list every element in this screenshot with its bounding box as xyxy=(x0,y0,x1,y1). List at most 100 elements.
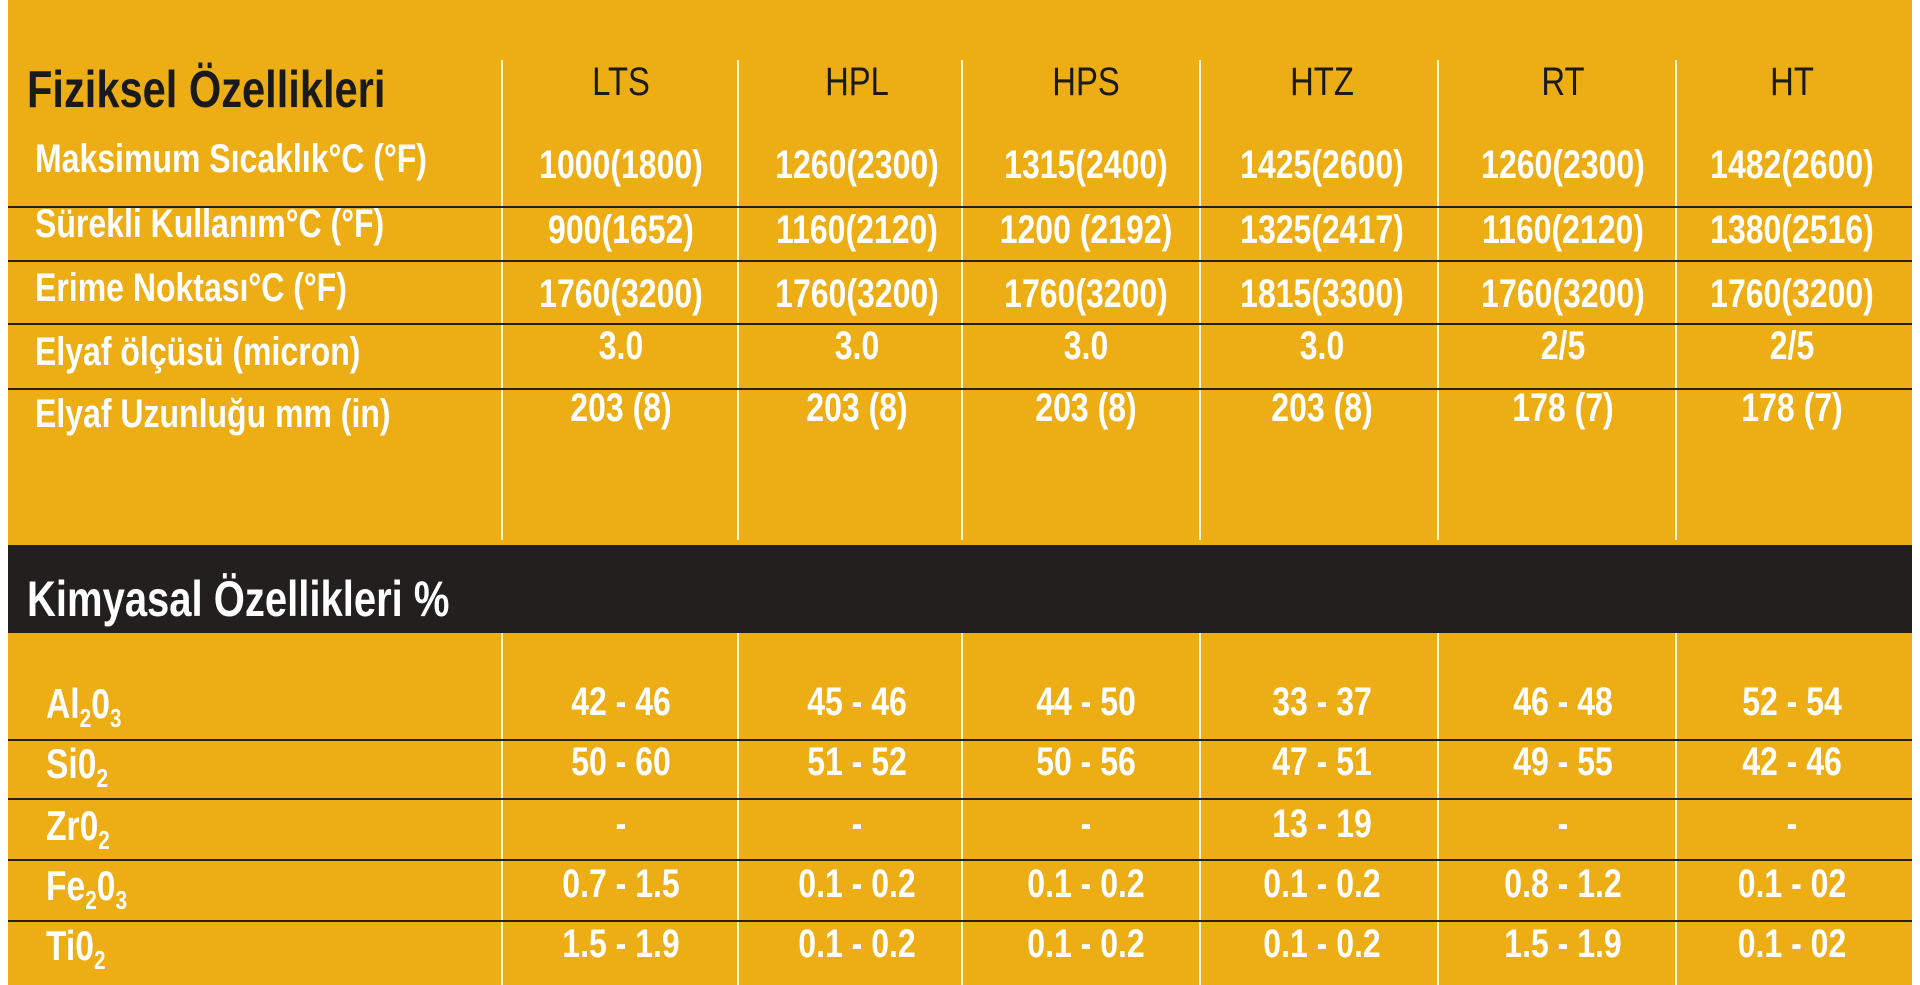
table-cell: 203 (8) xyxy=(1271,386,1373,430)
row-label: Erime Noktası°C (°F) xyxy=(35,266,347,310)
column-divider xyxy=(737,633,739,985)
table-cell: 1.5 - 1.9 xyxy=(562,922,680,966)
table-cell: 1200 (2192) xyxy=(999,208,1173,252)
column-divider xyxy=(1437,60,1439,540)
table-cell: 0.7 - 1.5 xyxy=(562,862,680,906)
formula-element: 0 xyxy=(91,680,110,727)
table-cell: 1760(3200) xyxy=(775,272,939,316)
formula-element: 0 xyxy=(96,862,116,909)
formula-subscript: 3 xyxy=(109,703,122,734)
table-cell: 1160(2120) xyxy=(776,208,938,252)
table-cell: 0.1 - 02 xyxy=(1737,862,1847,906)
formula-element: Fe xyxy=(46,862,86,909)
table-cell: 1.5 - 1.9 xyxy=(1504,922,1622,966)
formula-subscript: 2 xyxy=(85,885,97,916)
table-cell: 1000(1800) xyxy=(539,143,703,187)
chemical-formula-label: Fe203 xyxy=(46,862,127,913)
table-cell: 1315(2400) xyxy=(1004,143,1168,187)
column-divider xyxy=(1437,633,1439,985)
table-cell: 1260(2300) xyxy=(1481,143,1645,187)
table-cell: 1760(3200) xyxy=(1710,272,1874,316)
column-header-hpl: HPL xyxy=(825,60,889,104)
column-divider xyxy=(1675,633,1677,985)
row-divider xyxy=(8,739,1912,741)
table-cell: 42 - 46 xyxy=(571,680,671,724)
table-cell: 3.0 xyxy=(834,324,880,368)
row-divider xyxy=(8,206,1912,208)
table-cell: 0.1 - 0.2 xyxy=(798,862,916,906)
table-cell: 51 - 52 xyxy=(807,740,907,784)
table-cell: - xyxy=(1786,802,1798,846)
table-cell: 13 - 19 xyxy=(1272,802,1372,846)
column-divider xyxy=(501,633,503,985)
table-cell: 0.1 - 0.2 xyxy=(1027,862,1145,906)
table-cell: 203 (8) xyxy=(570,386,672,430)
column-header-htz: HTZ xyxy=(1290,60,1354,104)
physical-section-title: Fiziksel Özellikleri xyxy=(27,61,386,119)
formula-subscript: 2 xyxy=(98,825,110,856)
table-cell: - xyxy=(851,802,863,846)
table-cell: 1482(2600) xyxy=(1710,143,1874,187)
table-cell: 3.0 xyxy=(1063,324,1109,368)
row-divider xyxy=(8,859,1912,861)
table-cell: 3.0 xyxy=(598,324,644,368)
row-divider xyxy=(8,798,1912,800)
column-header-ht: HT xyxy=(1770,60,1814,104)
chemical-section-title: Kimyasal Özellikleri % xyxy=(27,571,450,627)
table-cell: 49 - 55 xyxy=(1513,740,1613,784)
table-cell: 0.8 - 1.2 xyxy=(1504,862,1622,906)
formula-subscript: 2 xyxy=(96,763,109,794)
table-cell: 0.1 - 0.2 xyxy=(798,922,916,966)
column-header-lts: LTS xyxy=(592,60,650,104)
table-cell: 1760(3200) xyxy=(1004,272,1168,316)
chemical-formula-label: Ti02 xyxy=(46,922,106,973)
column-header-hps: HPS xyxy=(1052,60,1120,104)
formula-element: Ti0 xyxy=(46,922,94,969)
column-divider xyxy=(961,633,963,985)
table-cell: 52 - 54 xyxy=(1742,680,1842,724)
formula-element: Al xyxy=(46,680,80,727)
table-cell: 50 - 56 xyxy=(1036,740,1136,784)
table-cell: - xyxy=(1557,802,1569,846)
table-cell: 1760(3200) xyxy=(1481,272,1645,316)
formula-subscript: 2 xyxy=(93,945,106,976)
table-cell: 203 (8) xyxy=(806,386,908,430)
table-cell: - xyxy=(1080,802,1092,846)
table-cell: 44 - 50 xyxy=(1036,680,1136,724)
table-cell: 0.1 - 0.2 xyxy=(1263,922,1381,966)
table-cell: - xyxy=(615,802,627,846)
table-cell: 0.1 - 0.2 xyxy=(1027,922,1145,966)
chemical-formula-label: Al203 xyxy=(46,680,121,731)
table-cell: 178 (7) xyxy=(1741,386,1843,430)
formula-element: Zr0 xyxy=(46,802,99,849)
table-cell: 0.1 - 0.2 xyxy=(1263,862,1381,906)
table-cell: 1160(2120) xyxy=(1482,208,1644,252)
table-cell: 1815(3300) xyxy=(1240,272,1404,316)
table-cell: 45 - 46 xyxy=(807,680,907,724)
table-cell: 203 (8) xyxy=(1035,386,1137,430)
table-cell: 1260(2300) xyxy=(775,143,939,187)
column-header-rt: RT xyxy=(1541,60,1585,104)
row-label: Maksimum Sıcaklık°C (°F) xyxy=(35,137,427,181)
formula-subscript: 2 xyxy=(79,703,92,734)
table-cell: 0.1 - 02 xyxy=(1737,922,1847,966)
table-cell: 178 (7) xyxy=(1512,386,1614,430)
table-cell: 42 - 46 xyxy=(1742,740,1842,784)
chemical-formula-label: Si02 xyxy=(46,740,108,791)
row-divider xyxy=(8,323,1912,325)
table-cell: 1425(2600) xyxy=(1240,143,1404,187)
table-cell: 2/5 xyxy=(1769,324,1815,368)
table-cell: 1380(2516) xyxy=(1710,208,1874,252)
table-cell: 1325(2417) xyxy=(1240,208,1404,252)
table-cell: 900(1652) xyxy=(548,208,694,252)
row-label: Elyaf ölçüsü (micron) xyxy=(35,330,361,374)
row-divider xyxy=(8,388,1912,390)
table-cell: 2/5 xyxy=(1540,324,1586,368)
row-label: Elyaf Uzunluğu mm (in) xyxy=(35,392,391,436)
table-cell: 46 - 48 xyxy=(1513,680,1613,724)
column-divider xyxy=(1675,60,1677,540)
column-divider xyxy=(1199,60,1201,540)
table-cell: 3.0 xyxy=(1299,324,1345,368)
column-divider xyxy=(501,60,503,540)
